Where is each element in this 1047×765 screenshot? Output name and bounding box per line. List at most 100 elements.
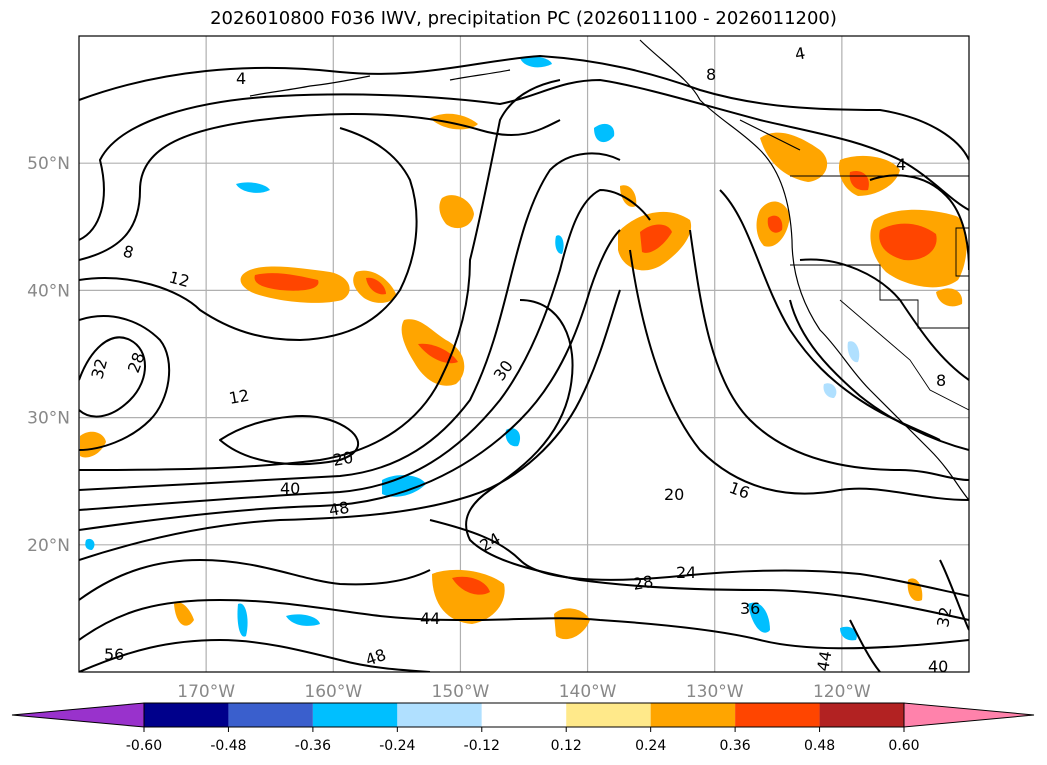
precip-blob-dry [847,341,860,363]
contour-label: 4 [896,155,906,174]
contour-label: 44 [420,609,440,628]
contour-line [689,229,969,481]
lon-tick-label: 120°W [813,682,871,702]
contour-line [219,415,360,466]
contour-label: 32 [933,605,955,628]
colorbar-segment [397,703,482,727]
colorbar-segment [566,703,651,727]
precip-blob [452,576,490,595]
contour-label: 28 [631,572,654,594]
border-line [790,264,969,329]
precip-blob-dry [505,428,521,447]
colorbar-segment [481,703,567,727]
contour-label: 24 [676,563,696,582]
colorbar-tick-label: -0.48 [210,738,246,754]
latitude-tick-labels: 20°N 30°N 40°N 50°N [27,154,70,556]
colorbar-segment [144,703,229,727]
contour-label: 36 [740,599,760,618]
coastline-path [739,119,801,151]
coastline [249,39,969,501]
contour-label: 40 [928,657,948,676]
colorbar: -0.60 -0.48 -0.36 -0.24 -0.12 0.12 0.24 0.36 0.4… [11,702,1035,754]
contour-label: 4 [236,69,246,88]
map-title: 2026010800 F036 IWV, precipitation PC (2… [210,8,837,29]
colorbar-tick-label: 0.60 [888,738,919,754]
contour-line [465,299,969,621]
contour-line [79,599,969,650]
precip-shading [80,56,967,641]
political-borders [790,175,969,411]
contour-label: 8 [121,242,136,263]
precip-blob-dry [85,538,95,550]
contour-label: 56 [104,645,124,664]
lon-tick-label: 130°W [686,682,744,702]
colorbar-tick-label: 0.12 [551,738,582,754]
contour-line [79,127,418,341]
contour-line [849,619,881,672]
colorbar-segment [312,703,398,727]
coastline-path [249,75,371,97]
precip-blob [879,223,937,261]
border-line [955,227,969,277]
precip-blob [760,132,828,182]
precip-blob [439,195,474,229]
precip-blob-dry [286,614,320,626]
contour-line [869,174,969,271]
precip-blob [174,602,194,626]
colorbar-segment [819,703,904,727]
contour-line [79,315,171,451]
contour-label: 40 [280,479,300,498]
contour-labels: 4 8 8 12 12 16 20 20 24 24 28 28 30 32 3… [88,43,956,676]
colorbar-tick-label: 0.24 [635,738,666,754]
border-line [839,299,969,411]
colorbar-tick-label: 0.48 [804,738,835,754]
contour-line [79,229,621,531]
contour-line [79,55,969,161]
colorbar-tick-label: 0.36 [720,738,751,754]
contour-line [429,519,969,597]
contour-line [79,289,621,561]
colorbar-segment [228,703,313,727]
contour-line [79,152,621,491]
precip-blob-dry [748,602,770,633]
contour-line [79,189,651,511]
contour-line [939,559,969,631]
colorbar-tick-label: -0.36 [295,738,331,754]
precip-blob [80,431,106,458]
precip-blob [554,608,590,640]
colorbar-tick-label: -0.24 [379,738,415,754]
contour-label: 8 [706,65,716,84]
lon-tick-label: 160°W [304,682,362,702]
lat-tick-label: 50°N [27,154,70,174]
lon-tick-label: 150°W [432,682,490,702]
precip-blob [366,277,386,295]
contour-line [79,79,969,241]
precip-blob-dry [594,123,615,143]
precip-blob [418,343,458,364]
precip-blob-dry [236,182,270,193]
plot-frame [78,35,970,673]
lat-tick-label: 30°N [27,409,70,429]
colorbar-segment [650,703,736,727]
contour-label: 20 [331,448,354,470]
contour-line [789,299,969,451]
precip-blob [936,288,963,307]
precip-blob [254,273,319,291]
contour-label: 48 [327,498,350,520]
iwv-contours [79,55,969,672]
contour-label: 20 [664,485,684,504]
precip-blob [640,224,672,253]
contour-label: 4 [793,43,806,63]
precip-blob-dry [840,626,857,641]
contour-label: 8 [936,371,946,390]
contour-label: 44 [813,649,835,672]
contour-line [79,639,431,672]
lon-tick-label: 140°W [559,682,617,702]
colorbar-extend-low [11,702,145,728]
precip-blob [767,215,783,233]
contour-line [79,336,146,418]
colorbar-extend-high [903,702,1035,728]
contour-line [629,249,969,501]
precip-blob-dry [237,603,248,637]
